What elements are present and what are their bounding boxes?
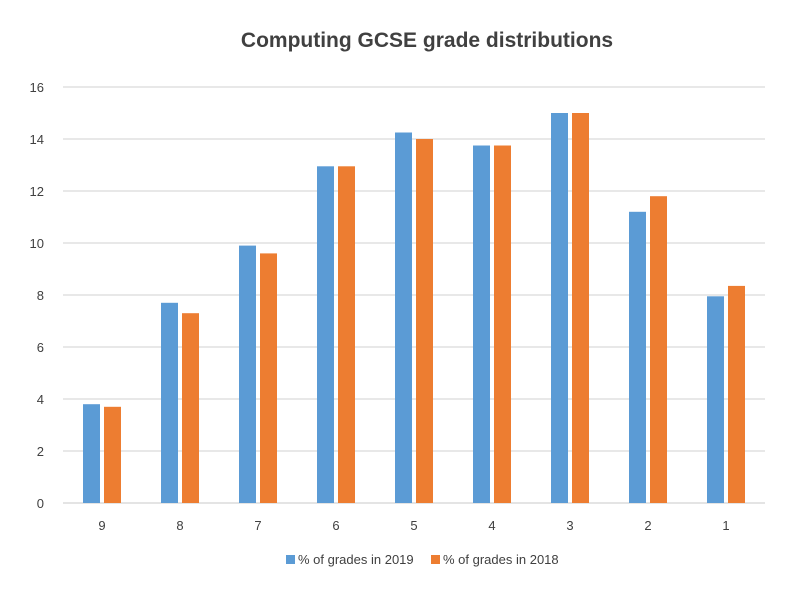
y-axis-ticks: 0 2 4 6 8 10 12 14 16: [30, 80, 44, 511]
x-tick-label: 9: [98, 518, 105, 533]
bar-2019: [707, 296, 724, 503]
x-axis-ticks: 9 8 7 6 5 4 3 2 1: [98, 518, 729, 533]
y-tick-label: 0: [37, 496, 44, 511]
bar-2018: [494, 145, 511, 503]
gridlines: [63, 86, 765, 504]
y-tick-label: 6: [37, 340, 44, 355]
x-tick-label: 4: [488, 518, 495, 533]
bar-2019: [83, 404, 100, 503]
bar-2018: [416, 139, 433, 503]
bar-2018: [260, 253, 277, 503]
x-tick-label: 7: [254, 518, 261, 533]
bar-2019: [161, 302, 178, 503]
y-tick-label: 16: [30, 80, 44, 95]
legend-swatch-2019: [286, 555, 295, 564]
y-tick-label: 4: [37, 392, 44, 407]
bar-2019: [395, 132, 412, 503]
x-tick-label: 1: [722, 518, 729, 533]
bar-2018: [650, 196, 667, 503]
bar-2019: [629, 211, 646, 504]
legend-label-2019: % of grades in 2019: [298, 552, 414, 567]
bar-2019: [473, 145, 490, 503]
bar-2018: [338, 166, 355, 504]
legend-label-2018: % of grades in 2018: [443, 552, 559, 567]
bar-2019: [551, 113, 568, 503]
x-tick-label: 5: [410, 518, 417, 533]
legend: % of grades in 2019 % of grades in 2018: [286, 552, 559, 567]
legend-swatch-2018: [431, 555, 440, 564]
bar-2018: [104, 406, 121, 503]
bar-2019: [239, 245, 256, 503]
y-tick-label: 14: [30, 132, 44, 147]
x-tick-label: 6: [332, 518, 339, 533]
x-tick-label: 3: [566, 518, 573, 533]
y-tick-label: 2: [37, 444, 44, 459]
y-tick-label: 10: [30, 236, 44, 251]
y-tick-label: 8: [37, 288, 44, 303]
y-tick-label: 12: [30, 184, 44, 199]
chart-title: Computing GCSE grade distributions: [241, 29, 613, 52]
bar-2018: [182, 313, 199, 503]
x-tick-label: 2: [644, 518, 651, 533]
bar-2018: [572, 113, 589, 503]
bar-2018: [728, 285, 745, 503]
bars: [83, 113, 745, 504]
bar-2019: [317, 166, 334, 504]
x-tick-label: 8: [176, 518, 183, 533]
